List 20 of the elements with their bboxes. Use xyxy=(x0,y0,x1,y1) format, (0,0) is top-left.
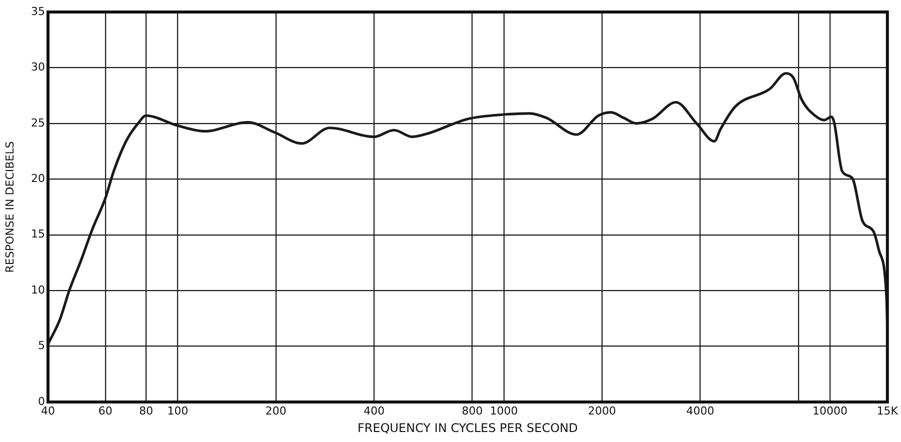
x-tick-label: 100 xyxy=(167,404,188,418)
y-tick-label: 25 xyxy=(31,116,45,130)
x-tick-label: 1000 xyxy=(490,404,518,418)
x-tick-label: 80 xyxy=(139,404,154,418)
x-tick-label: 4000 xyxy=(686,404,714,418)
x-tick-label: 60 xyxy=(98,404,112,418)
x-tick-label: 800 xyxy=(462,404,483,418)
y-tick-label: 35 xyxy=(31,4,45,18)
y-tick-label: 20 xyxy=(31,172,45,185)
x-tick-label: 200 xyxy=(265,404,286,418)
x-tick-label: 15K xyxy=(876,404,899,418)
y-axis-title: RESPONSE IN DECIBELS xyxy=(3,141,16,273)
y-tick-label: 10 xyxy=(31,283,45,296)
x-tick-label: 10000 xyxy=(812,404,848,418)
y-tick-label: 5 xyxy=(38,339,45,352)
x-axis-title: FREQUENCY IN CYCLES PER SECOND xyxy=(358,420,578,435)
y-tick-label: 15 xyxy=(31,228,45,241)
x-tick-label: 400 xyxy=(364,404,385,418)
y-tick-label: 30 xyxy=(31,60,45,74)
x-tick-label: 2000 xyxy=(588,404,616,418)
